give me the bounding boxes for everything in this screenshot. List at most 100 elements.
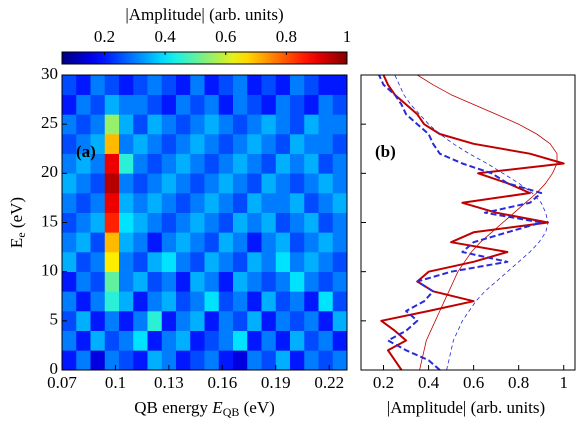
heat-cell	[275, 173, 291, 194]
heat-cell	[233, 291, 248, 312]
panel-label: (b)	[375, 142, 396, 161]
heat-cell	[147, 291, 163, 312]
heat-cell	[204, 271, 220, 292]
heat-cell	[76, 193, 91, 213]
x-tick-label: 0.07	[47, 373, 77, 392]
heat-cell	[104, 330, 120, 351]
heat-cell	[62, 75, 77, 95]
heat-cell	[275, 311, 291, 331]
x-tick-label: 0.6	[463, 373, 484, 392]
heat-cell	[332, 311, 348, 331]
heat-cell	[218, 193, 234, 213]
heat-cell	[62, 134, 77, 154]
x-label-part: QB energy	[134, 398, 212, 417]
heat-cell	[318, 94, 334, 115]
y-tick-label: 15	[41, 211, 58, 230]
heat-cell	[290, 330, 305, 351]
heat-cell	[176, 350, 191, 371]
heat-cell	[104, 232, 120, 253]
y-tick-label: 5	[50, 310, 59, 329]
heat-cell	[147, 232, 163, 253]
heat-cell	[204, 193, 220, 213]
heat-cell	[204, 173, 220, 194]
heat-cell	[104, 94, 120, 115]
heat-cell	[161, 75, 177, 95]
heat-cell	[76, 232, 91, 253]
heat-cell	[119, 173, 134, 194]
heat-cell	[62, 114, 77, 135]
heat-cell	[318, 75, 334, 95]
heat-cell	[176, 252, 191, 272]
heat-cell	[275, 134, 291, 154]
heat-cell	[318, 291, 334, 312]
heat-cell	[190, 193, 205, 213]
heat-cell	[104, 291, 120, 312]
colorbar-tick-label: 0.4	[154, 27, 176, 46]
heat-cell	[90, 232, 106, 253]
heat-cell	[161, 252, 177, 272]
heat-cell	[147, 271, 163, 292]
heat-cell	[204, 291, 220, 312]
heat-cell	[218, 134, 234, 154]
heat-cell	[218, 212, 234, 233]
heat-cell	[247, 134, 262, 154]
heat-cell	[62, 153, 77, 174]
heat-cell	[62, 271, 77, 292]
heat-cell	[119, 311, 134, 331]
heat-cell	[62, 311, 77, 331]
heat-cell	[190, 114, 205, 135]
heat-cell	[261, 94, 277, 115]
heat-cell	[233, 271, 248, 292]
heat-cell	[233, 193, 248, 213]
heat-cell	[247, 153, 262, 174]
heat-cell	[76, 212, 91, 233]
x-label-part: E	[211, 398, 223, 417]
heat-cell	[176, 134, 191, 154]
amplitude-line	[378, 74, 543, 371]
heat-cell	[147, 94, 163, 115]
heat-cell	[76, 75, 91, 95]
heat-cell	[304, 232, 319, 253]
heat-cell	[233, 232, 248, 253]
heat-cell	[90, 350, 106, 371]
heat-cell	[90, 134, 106, 154]
heat-cell	[90, 114, 106, 135]
amplitude-line	[394, 74, 549, 371]
heat-cell	[247, 212, 262, 233]
heat-cell	[304, 173, 319, 194]
heat-cell	[176, 271, 191, 292]
heat-cell	[247, 291, 262, 312]
heat-cell	[332, 291, 348, 312]
heat-cell	[147, 134, 163, 154]
heat-cell	[318, 134, 334, 154]
heat-cell	[204, 75, 220, 95]
heat-cell	[318, 114, 334, 135]
heat-cell	[176, 153, 191, 174]
heat-cell	[147, 350, 163, 371]
heat-cell	[104, 212, 120, 233]
heat-cell	[218, 173, 234, 194]
heat-cell	[218, 311, 234, 331]
heat-cell	[176, 114, 191, 135]
heat-cell	[176, 311, 191, 331]
heat-cell	[233, 311, 248, 331]
heat-cell	[133, 212, 148, 233]
heat-cell	[304, 75, 319, 95]
x-tick-label: 1	[559, 373, 568, 392]
x-tick-label: 0.22	[314, 373, 344, 392]
heat-cell	[161, 291, 177, 312]
heat-cell	[161, 350, 177, 371]
heat-cell	[62, 94, 77, 115]
heat-cell	[275, 252, 291, 272]
heat-cell	[190, 212, 205, 233]
heat-cell	[190, 153, 205, 174]
y-axis-label: Ee (eV)	[7, 197, 28, 248]
heat-cell	[218, 94, 234, 115]
heat-cell	[161, 311, 177, 331]
y-label-part: (eV)	[7, 197, 26, 232]
heat-cell	[318, 212, 334, 233]
panel-label: (a)	[76, 142, 96, 161]
heat-cell	[233, 350, 248, 371]
heat-cell	[204, 114, 220, 135]
heat-cell	[204, 134, 220, 154]
